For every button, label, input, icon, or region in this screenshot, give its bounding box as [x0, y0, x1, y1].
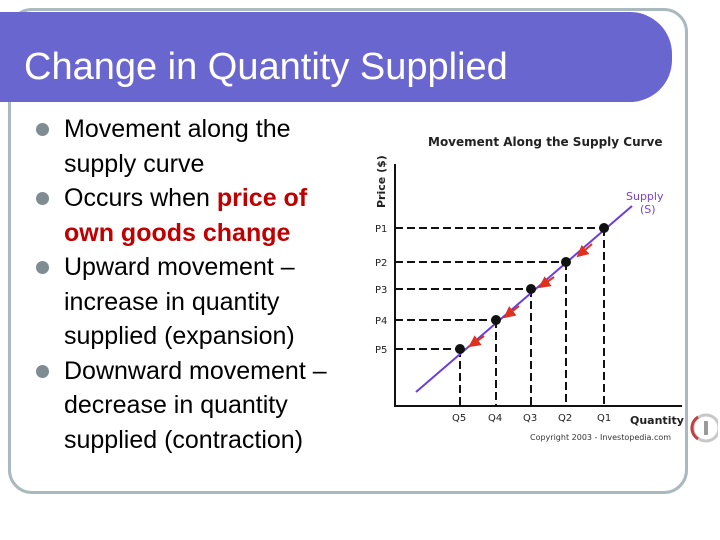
- bullet-dot-icon: [36, 364, 49, 378]
- bullet-text: Movement along the supply curve: [64, 115, 291, 178]
- quantity-label: Q5: [452, 413, 466, 424]
- y-axis-label: Price ($): [375, 155, 388, 208]
- quantity-label: Q1: [597, 413, 611, 424]
- x-axis-label: Quantity: [630, 414, 684, 427]
- price-label: P1: [375, 224, 387, 235]
- point-1: [599, 223, 609, 233]
- bullet-text: Occurs when: [64, 184, 217, 212]
- price-label: P5: [375, 345, 387, 356]
- price-labels: P1 P2 P3 P4 P5: [375, 224, 387, 356]
- title-underline: [16, 108, 636, 110]
- supply-curve-diagram: Movement Along the Supply Curve Price ($…: [375, 135, 684, 442]
- supply-label: Supply: [626, 190, 664, 203]
- point-4: [491, 315, 501, 325]
- price-label: P3: [375, 285, 387, 296]
- investopedia-logo-icon: [690, 413, 718, 443]
- movement-arrows: [468, 243, 593, 348]
- point-5: [455, 344, 465, 354]
- slide-title: Change in Quantity Supplied: [24, 46, 508, 88]
- bullet-dot-icon: [36, 123, 49, 136]
- price-label: P2: [375, 258, 387, 269]
- bullet-item: Upward movement – increase in quantity s…: [34, 250, 354, 354]
- bullet-text: Upward movement – increase in quantity s…: [64, 253, 295, 350]
- slide-frame: [8, 8, 688, 494]
- bullet-text: Downward movement – decrease in quantity…: [64, 356, 327, 454]
- price-label: P4: [375, 316, 387, 327]
- bullet-item: Downward movement – decrease in quantity…: [34, 354, 354, 458]
- bullet-highlight-text: price of own goods change: [64, 184, 308, 247]
- title-bar: Change in Quantity Supplied: [0, 12, 672, 110]
- quantity-labels: Q5 Q4 Q3 Q2 Q1: [452, 413, 611, 424]
- bullet-dot-icon: [36, 261, 49, 274]
- copyright-text: Copyright 2003 - Investopedia.com: [530, 433, 671, 442]
- diagram-title: Movement Along the Supply Curve: [428, 135, 663, 149]
- quantity-label: Q3: [523, 413, 537, 424]
- bullet-list: Movement along the supply curve Occurs wh…: [34, 112, 354, 457]
- bullet-item: Movement along the supply curve: [34, 112, 354, 181]
- supply-points: [455, 223, 609, 354]
- supply-curve: [415, 205, 633, 393]
- supply-label-symbol: (S): [640, 203, 656, 216]
- quantity-label: Q2: [558, 413, 572, 424]
- quantity-label: Q4: [488, 413, 502, 424]
- point-3: [526, 284, 536, 294]
- point-2: [561, 257, 571, 267]
- bullet-item: Occurs when price of own goods change: [34, 181, 354, 250]
- bullet-dot-icon: [36, 192, 49, 205]
- guide-lines: [395, 227, 605, 406]
